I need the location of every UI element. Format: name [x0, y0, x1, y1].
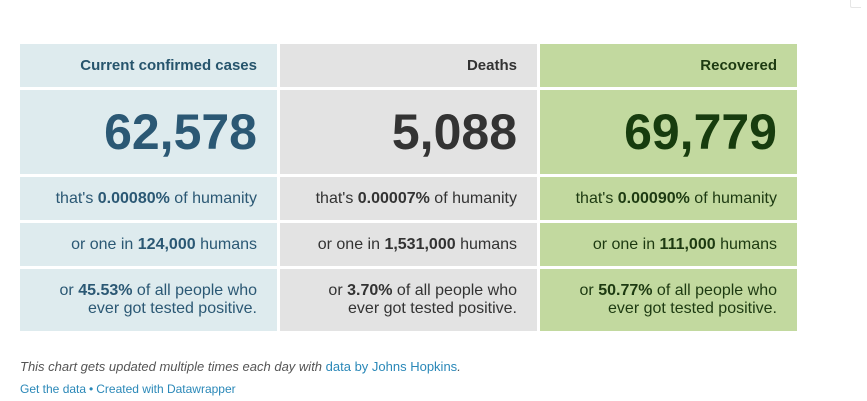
covid-stats-table: Current confirmed cases Deaths Recovered… — [17, 41, 800, 334]
tested-suffix-line2: ever got tested positive. — [608, 300, 777, 317]
tested-recovered: or 50.77% of all people who ever got test… — [540, 269, 797, 331]
header-deaths: Deaths — [280, 44, 537, 87]
tested-suffix-line2: ever got tested positive. — [348, 300, 517, 317]
tested-prefix: or — [579, 282, 599, 299]
count-deaths: 5,088 — [280, 90, 537, 174]
footer-links: Get the data • Created with Datawrapper — [20, 382, 236, 396]
share-prefix: that's — [315, 189, 358, 207]
get-the-data-link[interactable]: Get the data — [20, 382, 87, 396]
tested-suffix-line1: of all people who — [652, 282, 777, 299]
source-note: This chart gets updated multiple times e… — [20, 359, 461, 374]
ratio-value: 111,000 — [659, 235, 716, 253]
share-deaths: that's 0.00007% of humanity — [280, 177, 537, 220]
count-row: 62,578 5,088 69,779 — [20, 90, 797, 174]
ratio-deaths: or one in 1,531,000 humans — [280, 223, 537, 266]
share-value: 0.00080% — [97, 189, 170, 207]
tested-value: 50.77% — [598, 282, 653, 299]
ratio-value: 1,531,000 — [384, 235, 456, 253]
share-prefix: that's — [575, 189, 618, 207]
share-suffix: of humanity — [169, 189, 257, 207]
share-suffix: of humanity — [429, 189, 517, 207]
header-confirmed: Current confirmed cases — [20, 44, 277, 87]
share-prefix: that's — [55, 189, 98, 207]
share-recovered: that's 0.00090% of humanity — [540, 177, 797, 220]
tested-positive-row: or 45.53% of all people who ever got test… — [20, 269, 797, 331]
tested-confirmed: or 45.53% of all people who ever got test… — [20, 269, 277, 331]
count-recovered: 69,779 — [540, 90, 797, 174]
share-confirmed: that's 0.00080% of humanity — [20, 177, 277, 220]
created-with-datawrapper-link[interactable]: Created with Datawrapper — [96, 382, 236, 396]
tested-value: 3.70% — [347, 282, 393, 299]
source-note-suffix: . — [457, 359, 461, 374]
ratio-prefix: or one in — [592, 235, 660, 253]
share-suffix: of humanity — [689, 189, 777, 207]
corner-mark — [850, 0, 861, 8]
share-value: 0.00090% — [617, 189, 690, 207]
ratio-suffix: humans — [195, 235, 257, 253]
ratio-confirmed: or one in 124,000 humans — [20, 223, 277, 266]
tested-value: 45.53% — [78, 282, 133, 299]
tested-suffix-line1: of all people who — [392, 282, 517, 299]
footer-separator: • — [89, 382, 94, 396]
tested-suffix-line1: of all people who — [132, 282, 257, 299]
header-recovered: Recovered — [540, 44, 797, 87]
ratio-suffix: humans — [715, 235, 777, 253]
ratio-prefix: or one in — [317, 235, 385, 253]
count-confirmed: 62,578 — [20, 90, 277, 174]
ratio-prefix: or one in — [71, 235, 138, 253]
header-row: Current confirmed cases Deaths Recovered — [20, 44, 797, 87]
ratio-suffix: humans — [455, 235, 517, 253]
source-note-prefix: This chart gets updated multiple times e… — [20, 359, 326, 374]
tested-deaths: or 3.70% of all people who ever got teste… — [280, 269, 537, 331]
humanity-share-row: that's 0.00080% of humanity that's 0.000… — [20, 177, 797, 220]
one-in-row: or one in 124,000 humans or one in 1,531… — [20, 223, 797, 266]
tested-prefix: or — [59, 282, 79, 299]
johns-hopkins-data-link[interactable]: data by Johns Hopkins — [325, 359, 458, 374]
ratio-value: 124,000 — [137, 235, 196, 253]
share-value: 0.00007% — [357, 189, 430, 207]
tested-suffix-line2: ever got tested positive. — [88, 300, 257, 317]
tested-prefix: or — [328, 282, 348, 299]
ratio-recovered: or one in 111,000 humans — [540, 223, 797, 266]
